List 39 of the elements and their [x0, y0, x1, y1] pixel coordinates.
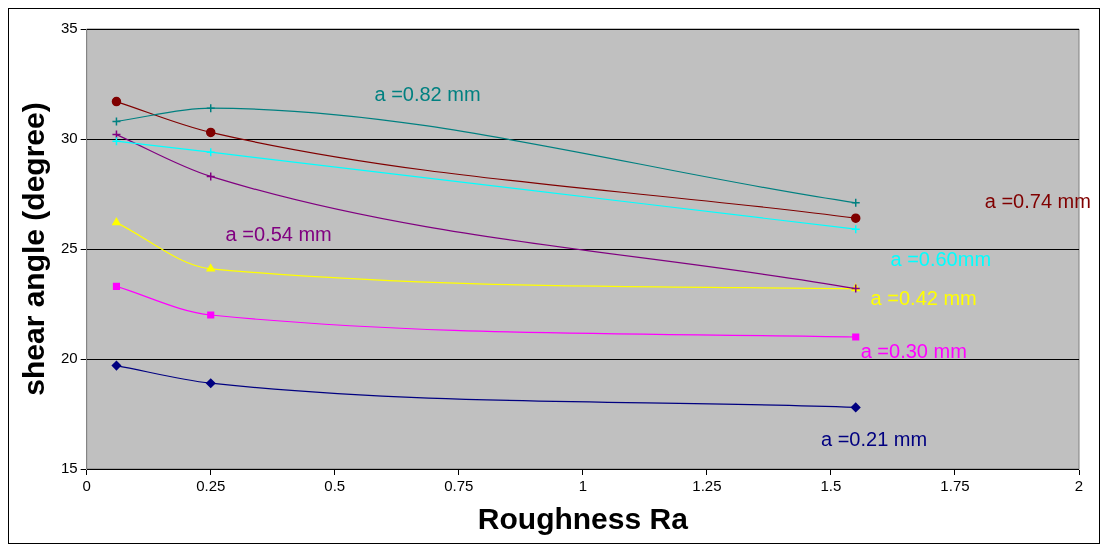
x-tick-label: 0.25 — [196, 477, 226, 495]
point — [111, 360, 122, 371]
x-tick-label: 1 — [578, 477, 588, 495]
y-tick-label: 15 — [61, 459, 78, 477]
series-label: a =0.54 mm — [225, 223, 332, 246]
point — [111, 96, 122, 107]
point — [206, 264, 215, 272]
point — [112, 217, 121, 226]
point — [850, 224, 861, 234]
series-label: a =0.60mm — [890, 247, 992, 270]
x-axis-title: Roughness Ra — [477, 502, 689, 536]
point — [112, 282, 121, 290]
point — [205, 147, 216, 157]
y-tick-label: 25 — [61, 239, 78, 257]
series-label: a =0.42 mm — [870, 287, 977, 310]
point — [111, 136, 122, 146]
point — [852, 333, 860, 341]
series-label: a =0.30 mm — [860, 339, 967, 362]
x-tick-label: 1.25 — [692, 477, 722, 495]
text: a =0.74 mm — [984, 190, 1091, 213]
point — [207, 311, 215, 319]
y-tick-label: 35 — [61, 19, 78, 37]
series-label: a =0.21 mm — [821, 427, 928, 450]
series-label: a =0.82 mm — [374, 82, 481, 105]
y-axis-title: shear angle (degree) — [17, 102, 51, 396]
x-tick-label: 0.75 — [444, 477, 474, 495]
point — [205, 378, 216, 388]
x-tick-label: 1.5 — [820, 477, 842, 495]
x-tick-label: 2 — [1074, 477, 1084, 495]
point — [205, 103, 216, 113]
point — [850, 198, 861, 208]
x-tick-label: 0.5 — [324, 477, 346, 495]
x-tick-label: 1.75 — [940, 477, 970, 495]
point — [850, 213, 861, 223]
x-tick-label: 0 — [82, 477, 91, 495]
y-tick-label: 20 — [61, 349, 78, 367]
point — [205, 127, 216, 138]
y-tick-label: 30 — [61, 129, 78, 147]
point — [850, 402, 861, 413]
